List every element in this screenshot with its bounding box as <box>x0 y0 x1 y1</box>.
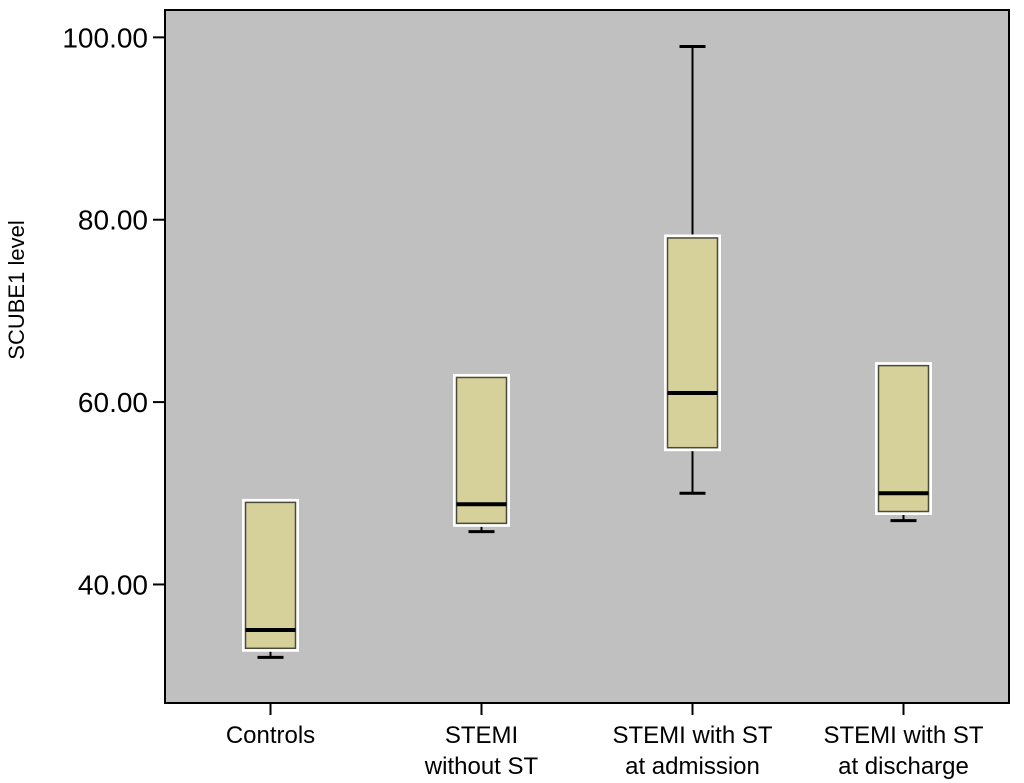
box-outline-1 <box>453 373 510 527</box>
box-iqr-2 <box>666 237 719 449</box>
box-group-1 <box>453 373 510 534</box>
box-group-3 <box>875 362 932 523</box>
x-category-label-2: STEMI with ST at admission <box>612 722 772 780</box>
y-tick-label-0: 40.00 <box>78 569 148 600</box>
x-category-label-line-2-1: at admission <box>625 753 760 780</box>
box-group-0 <box>242 498 299 659</box>
y-tick-label-1: 60.00 <box>78 387 148 418</box>
x-category-label-1: STEMI without ST <box>424 722 539 780</box>
x-category-label-line-3-0: STEMI with ST <box>823 722 983 749</box>
x-axis: Controls STEMI without ST STEMI with ST at a… <box>226 703 984 780</box>
x-category-label-line-0-0: Controls <box>226 722 315 749</box>
y-tick-label-3: 100.00 <box>62 22 148 53</box>
y-tick-label-2: 80.00 <box>78 205 148 236</box>
x-category-label-line-2-0: STEMI with ST <box>612 722 772 749</box>
x-category-label-0: Controls <box>226 722 315 749</box>
x-category-label-line-3-1: at discharge <box>838 753 969 780</box>
box-iqr-1 <box>455 376 508 525</box>
x-category-label-3: STEMI with ST at discharge <box>823 722 983 780</box>
box-outline-0 <box>242 498 299 652</box>
box-outline-3 <box>875 362 932 516</box>
box-outline-2 <box>664 234 721 452</box>
y-axis-title: SCUBE1 level <box>4 220 29 359</box>
boxes-layer <box>242 44 932 659</box>
y-axis: 40.00 60.00 80.00 100.00 <box>62 22 165 600</box>
box-iqr-0 <box>244 501 297 650</box>
box-group-2 <box>664 44 721 495</box>
x-category-label-line-1-0: STEMI <box>445 722 518 749</box>
x-category-label-line-1-1: without ST <box>424 753 539 780</box>
plot-area <box>164 9 1010 704</box>
box-iqr-3 <box>877 364 930 513</box>
